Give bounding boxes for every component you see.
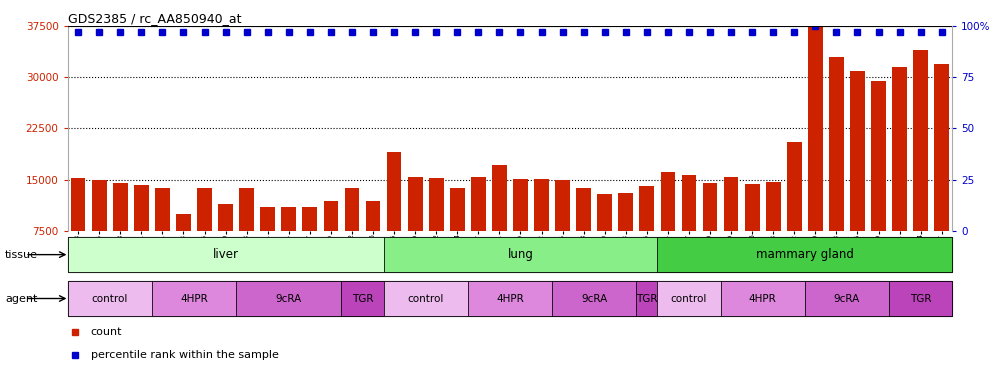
Bar bbox=[913, 50, 928, 282]
Bar bbox=[197, 188, 212, 282]
Bar bbox=[471, 177, 486, 282]
Bar bbox=[808, 26, 823, 282]
FancyBboxPatch shape bbox=[636, 281, 657, 316]
Bar bbox=[281, 207, 296, 282]
Text: tissue: tissue bbox=[5, 250, 38, 259]
Bar bbox=[408, 177, 422, 282]
Bar bbox=[155, 188, 170, 282]
Text: 9cRA: 9cRA bbox=[275, 294, 302, 303]
Bar bbox=[134, 185, 149, 282]
FancyBboxPatch shape bbox=[68, 281, 152, 316]
Bar bbox=[618, 193, 633, 282]
Bar bbox=[682, 176, 697, 282]
Text: 4HPR: 4HPR bbox=[496, 294, 524, 303]
Bar bbox=[387, 152, 402, 282]
FancyBboxPatch shape bbox=[805, 281, 889, 316]
Bar bbox=[661, 172, 675, 282]
Text: 4HPR: 4HPR bbox=[180, 294, 208, 303]
Bar bbox=[91, 180, 106, 282]
Bar bbox=[176, 214, 191, 282]
Text: agent: agent bbox=[5, 294, 38, 303]
Bar bbox=[934, 64, 949, 282]
FancyBboxPatch shape bbox=[721, 281, 805, 316]
Bar bbox=[428, 178, 443, 282]
Bar bbox=[639, 186, 654, 282]
Bar bbox=[513, 179, 528, 282]
Text: count: count bbox=[90, 327, 122, 338]
Text: mammary gland: mammary gland bbox=[755, 248, 854, 261]
Text: control: control bbox=[671, 294, 707, 303]
Bar bbox=[871, 81, 886, 282]
Bar bbox=[556, 180, 570, 282]
Bar bbox=[724, 177, 739, 282]
Text: 9cRA: 9cRA bbox=[834, 294, 860, 303]
Bar bbox=[345, 188, 359, 282]
Bar bbox=[893, 67, 907, 282]
Bar bbox=[765, 182, 780, 282]
Text: 9cRA: 9cRA bbox=[581, 294, 607, 303]
Bar bbox=[850, 70, 865, 282]
Bar bbox=[219, 204, 233, 282]
Text: TGR: TGR bbox=[636, 294, 658, 303]
FancyBboxPatch shape bbox=[341, 281, 384, 316]
FancyBboxPatch shape bbox=[657, 237, 952, 272]
Text: 4HPR: 4HPR bbox=[748, 294, 776, 303]
Bar bbox=[71, 178, 85, 282]
FancyBboxPatch shape bbox=[657, 281, 721, 316]
Bar bbox=[787, 142, 801, 282]
Bar bbox=[745, 184, 759, 282]
FancyBboxPatch shape bbox=[68, 237, 384, 272]
Text: TGR: TGR bbox=[910, 294, 931, 303]
Bar bbox=[240, 188, 254, 282]
Text: GDS2385 / rc_AA850940_at: GDS2385 / rc_AA850940_at bbox=[68, 12, 242, 25]
Bar bbox=[577, 188, 591, 282]
Text: control: control bbox=[408, 294, 444, 303]
FancyBboxPatch shape bbox=[889, 281, 952, 316]
Text: control: control bbox=[91, 294, 128, 303]
FancyBboxPatch shape bbox=[384, 237, 657, 272]
Bar bbox=[113, 183, 127, 282]
Text: liver: liver bbox=[213, 248, 239, 261]
Bar bbox=[450, 188, 464, 282]
Bar bbox=[703, 183, 718, 282]
FancyBboxPatch shape bbox=[468, 281, 552, 316]
Bar bbox=[302, 207, 317, 282]
FancyBboxPatch shape bbox=[152, 281, 237, 316]
Bar bbox=[366, 201, 381, 282]
Bar bbox=[323, 201, 338, 282]
FancyBboxPatch shape bbox=[237, 281, 341, 316]
FancyBboxPatch shape bbox=[384, 281, 468, 316]
Bar bbox=[260, 207, 275, 282]
Bar bbox=[534, 179, 549, 282]
FancyBboxPatch shape bbox=[552, 281, 636, 316]
Bar bbox=[597, 194, 612, 282]
Bar bbox=[492, 165, 507, 282]
Text: TGR: TGR bbox=[352, 294, 373, 303]
Text: lung: lung bbox=[508, 248, 534, 261]
Text: percentile rank within the sample: percentile rank within the sample bbox=[90, 350, 278, 360]
Bar bbox=[829, 57, 844, 282]
